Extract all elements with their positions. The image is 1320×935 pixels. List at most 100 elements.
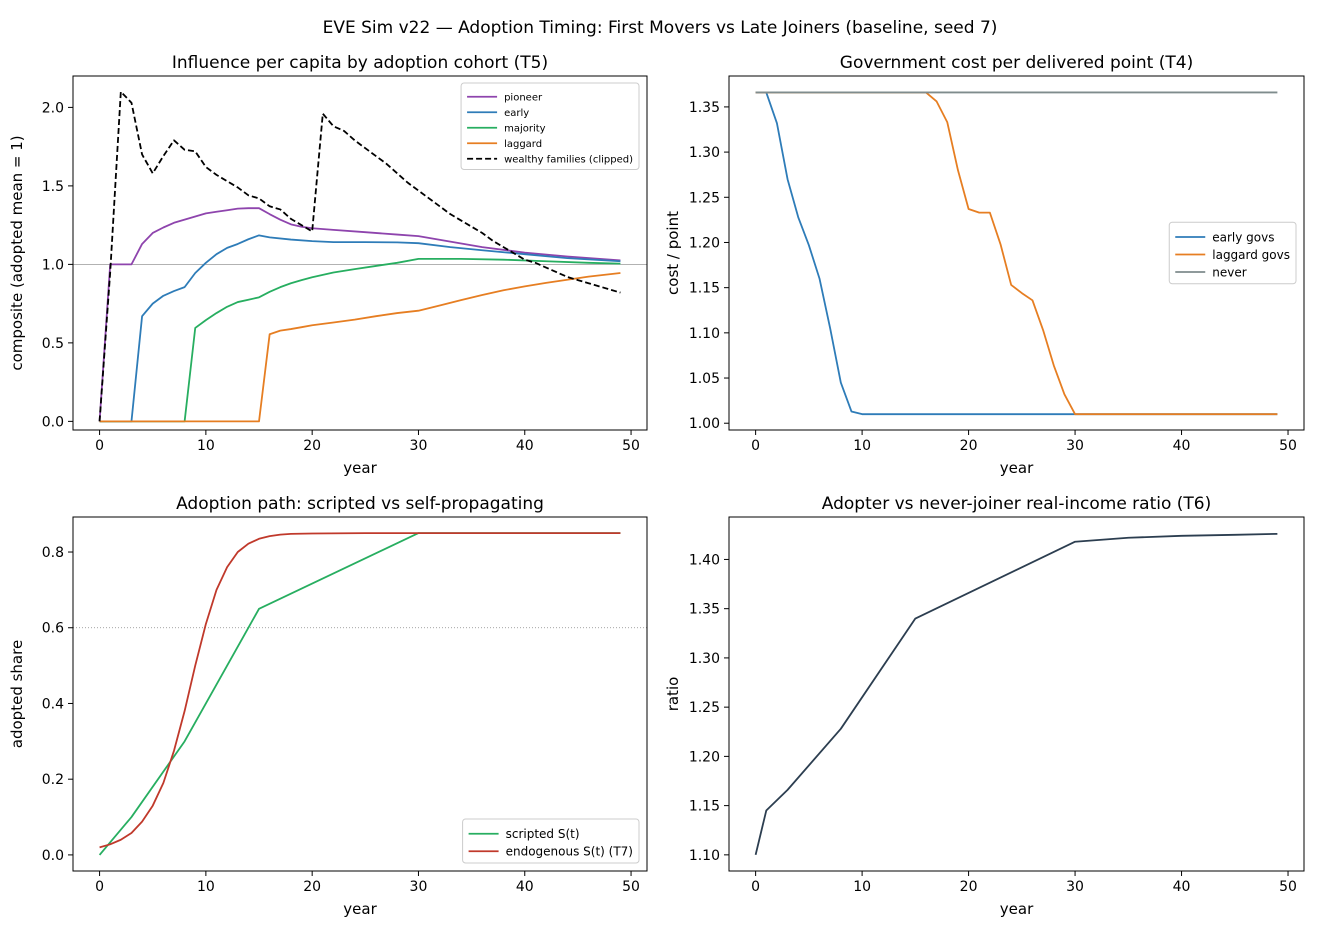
x-tick-label: 50 (1279, 438, 1297, 454)
legend-label: scripted S(t) (506, 827, 580, 841)
legend-label: pioneer (504, 92, 543, 103)
y-tick-label: 1.30 (689, 651, 720, 667)
legend-label: majority (504, 123, 546, 134)
y-axis-label: ratio (664, 677, 682, 712)
figure-suptitle: EVE Sim v22 — Adoption Timing: First Mov… (323, 18, 998, 38)
legend-label: never (1212, 265, 1246, 279)
chart-panels: Influence per capita by adoption cohort … (8, 53, 1305, 918)
x-tick-label: 10 (197, 438, 215, 454)
plot-frame (72, 75, 648, 431)
y-tick-label: 1.30 (689, 145, 720, 161)
chart-govcost: Government cost per delivered point (T4)… (664, 53, 1305, 477)
x-tick-label: 10 (853, 879, 871, 895)
x-tick-label: 30 (410, 879, 428, 895)
series-line-laggard (99, 272, 621, 423)
y-tick-label: 0.6 (42, 621, 64, 637)
series-group (98, 90, 621, 423)
x-tick-label: 10 (853, 438, 871, 454)
series-line-early (99, 234, 621, 423)
x-tick-label: 40 (1173, 879, 1191, 895)
y-tick-label: 1.5 (42, 179, 64, 195)
x-tick-label: 40 (516, 879, 534, 895)
y-axis-label: composite (adopted mean = 1) (8, 135, 26, 370)
chart-title: Adoption path: scripted vs self-propagat… (176, 494, 544, 514)
legend-label: early (504, 108, 529, 119)
x-tick-label: 0 (751, 879, 760, 895)
x-tick-label: 40 (516, 438, 534, 454)
y-tick-label: 1.25 (689, 190, 720, 206)
y-tick-label: 2.0 (42, 100, 64, 116)
chart-ratio: Adopter vs never-joiner real-income rati… (664, 494, 1305, 918)
y-tick-label: 0.0 (42, 848, 64, 864)
x-axis-label: year (1000, 900, 1034, 918)
x-tick-label: 20 (303, 438, 321, 454)
chart-title: Influence per capita by adoption cohort … (172, 53, 548, 73)
series-line-pioneer (98, 207, 621, 422)
y-axis-label: cost / point (664, 211, 682, 295)
x-tick-label: 0 (751, 438, 760, 454)
y-tick-label: 1.00 (689, 416, 720, 432)
y-tick-label: 1.20 (689, 235, 720, 251)
legend: early govs laggard govs never (1168, 221, 1297, 285)
legend: scripted S(t) endogenous S(t) (T7) (462, 818, 640, 864)
plot-frame (72, 516, 648, 872)
x-tick-label: 30 (410, 438, 428, 454)
series-group (754, 532, 1278, 856)
x-tick-label: 30 (1066, 438, 1084, 454)
y-tick-label: 1.15 (689, 799, 720, 815)
x-axis-label: year (343, 900, 377, 918)
x-tick-label: 50 (622, 438, 640, 454)
series-line-majority (99, 257, 621, 423)
y-tick-label: 0.2 (42, 772, 64, 788)
y-axis-label: adopted share (8, 640, 26, 748)
legend: pioneer early majority laggard wealthy famil… (460, 82, 640, 170)
chart-adoption: Adoption path: scripted vs self-propagat… (8, 494, 648, 918)
chart-title: Government cost per delivered point (T4) (840, 53, 1193, 73)
x-tick-label: 10 (197, 879, 215, 895)
x-tick-label: 0 (95, 438, 104, 454)
y-tick-label: 1.35 (689, 602, 720, 618)
plot-frame (728, 516, 1305, 872)
x-axis-label: year (343, 459, 377, 477)
y-tick-label: 1.20 (689, 749, 720, 765)
y-tick-label: 0.5 (42, 336, 64, 352)
x-tick-label: 50 (622, 879, 640, 895)
legend-label: early govs (1212, 230, 1274, 244)
y-tick-label: 1.35 (689, 100, 720, 116)
y-tick-label: 0.4 (42, 696, 64, 712)
y-tick-label: 1.40 (689, 552, 720, 568)
plot-frame (728, 75, 1305, 431)
x-tick-label: 0 (95, 879, 104, 895)
legend-label: endogenous S(t) (T7) (506, 845, 633, 859)
series-line-wealthy-families-clipped- (98, 90, 621, 422)
y-tick-label: 0.0 (42, 414, 64, 430)
y-tick-label: 1.15 (689, 281, 720, 297)
series-group (98, 532, 621, 856)
y-tick-label: 1.10 (689, 848, 720, 864)
y-tick-label: 1.05 (689, 371, 720, 387)
x-tick-label: 30 (1066, 879, 1084, 895)
chart-influence: Influence per capita by adoption cohort … (8, 53, 648, 477)
legend-box (460, 82, 640, 170)
y-tick-label: 1.10 (689, 326, 720, 342)
series-line-endogenous-s-t-t7- (99, 532, 621, 849)
legend-label: laggard (504, 139, 542, 150)
series-line-laggard-govs (755, 91, 1278, 416)
x-tick-label: 50 (1279, 879, 1297, 895)
y-tick-label: 0.8 (42, 545, 64, 561)
series-group (755, 91, 1278, 416)
legend-label: laggard govs (1212, 248, 1290, 262)
y-tick-label: 1.25 (689, 700, 720, 716)
y-tick-label: 1.0 (42, 257, 64, 273)
x-tick-label: 20 (303, 879, 321, 895)
x-axis-label: year (1000, 459, 1034, 477)
chart-title: Adopter vs never-joiner real-income rati… (822, 494, 1212, 514)
x-tick-label: 40 (1173, 438, 1191, 454)
x-tick-label: 20 (960, 438, 978, 454)
legend-label: wealthy families (clipped) (504, 154, 633, 165)
series-line (754, 532, 1278, 856)
x-tick-label: 20 (960, 879, 978, 895)
legend-box (462, 818, 640, 864)
